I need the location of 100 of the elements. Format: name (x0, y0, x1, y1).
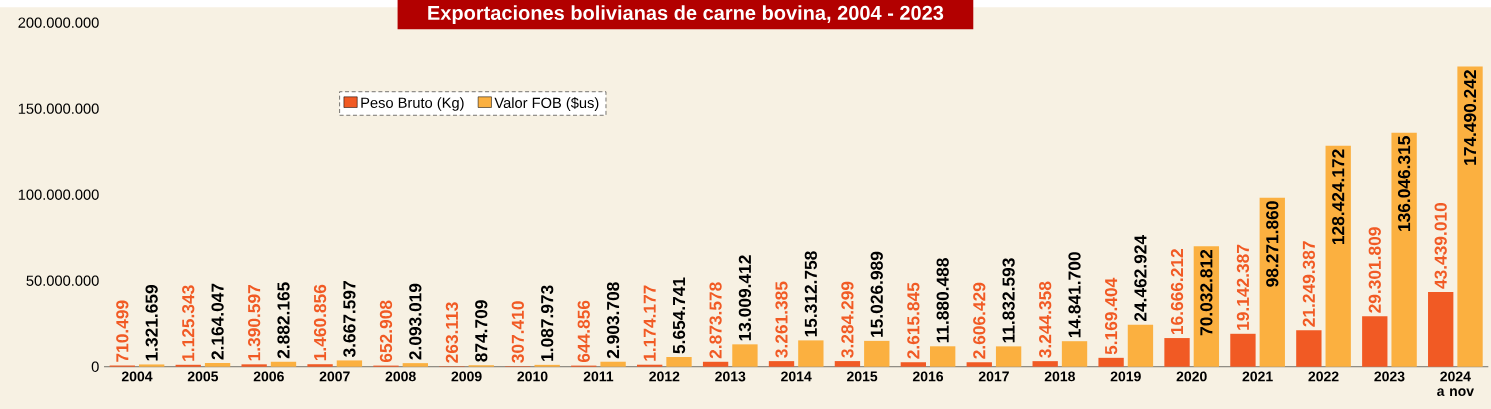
bar (798, 340, 824, 367)
bar (966, 362, 992, 367)
bar (1457, 66, 1483, 367)
data-label: 2.615.845 (907, 282, 920, 359)
data-label: 70.032.812 (1200, 249, 1213, 335)
bar (732, 344, 758, 367)
data-label: 13.009.412 (738, 255, 752, 341)
x-tick-label: 2020 (1176, 371, 1207, 382)
bar (241, 364, 267, 367)
x-tick-label: 2016 (912, 371, 944, 382)
x-tick-label: 2010 (517, 371, 548, 382)
bar (270, 361, 297, 367)
bar (768, 360, 795, 367)
bar (1296, 329, 1322, 367)
bar (1325, 145, 1351, 367)
x-tick-label: 2004 (121, 371, 153, 382)
bar (1230, 333, 1256, 367)
x-tick-label: 2019 (1110, 371, 1141, 382)
data-label: 29.301.809 (1368, 227, 1381, 313)
data-label: 24.462.924 (1134, 234, 1147, 321)
x-tick-label: 2023 (1374, 371, 1405, 382)
bar (204, 362, 231, 367)
data-label: 5.654.741 (672, 277, 686, 354)
y-tick-label: 100.000.000 (18, 189, 99, 200)
data-label: 2.606.429 (973, 282, 986, 359)
data-label: 21.249.387 (1302, 241, 1316, 327)
bar (900, 362, 927, 367)
bar (637, 364, 663, 367)
data-label: 2.873.578 (709, 282, 722, 359)
data-label: 652.908 (379, 300, 393, 362)
x-tick-label: 2021 (1242, 371, 1273, 382)
bar (600, 361, 626, 367)
bar (1061, 340, 1088, 367)
x-tick-label: 2012 (649, 371, 680, 382)
x-tick-label: 2011 (583, 371, 614, 382)
data-label: 874.709 (475, 300, 488, 362)
x-tick-label: 2017 (978, 371, 1009, 382)
bar (1391, 132, 1417, 367)
data-label: 3.284.299 (841, 281, 854, 358)
x-tick-label: 2006 (253, 371, 284, 382)
data-label: 2.093.019 (409, 283, 422, 360)
bar (702, 361, 729, 367)
y-tick-label: 0 (91, 361, 99, 372)
x-tick-label: 2024 a nov (1437, 371, 1474, 396)
data-label: 1.174.177 (643, 285, 656, 361)
bar (402, 362, 428, 367)
data-label: 128.424.172 (1332, 149, 1345, 244)
data-label: 3.667.597 (343, 280, 356, 357)
data-label: 15.026.989 (870, 251, 883, 337)
x-tick-label: 2009 (451, 371, 482, 382)
bar (1127, 324, 1154, 367)
bar (336, 360, 363, 367)
data-label: 2.903.708 (606, 282, 620, 358)
bar (1098, 357, 1124, 367)
bar (1164, 337, 1190, 367)
legend-label: Peso Bruto (Kg) (361, 96, 464, 111)
data-label: 263.113 (445, 302, 459, 363)
bar (307, 364, 333, 367)
data-label: 1.390.597 (248, 284, 261, 361)
data-label: 307.410 (511, 301, 524, 363)
data-label: 136.046.315 (1397, 135, 1411, 231)
data-label: 1.087.973 (541, 285, 554, 361)
y-tick-label: 200.000.000 (18, 17, 99, 28)
bar (834, 360, 861, 367)
x-tick-label: 2015 (847, 371, 878, 382)
data-label: 5.169.404 (1104, 277, 1118, 355)
data-label: 1.321.659 (145, 284, 158, 361)
data-label: 3.261.385 (775, 281, 788, 358)
bar (1428, 291, 1454, 367)
data-label: 11.832.593 (1002, 258, 1015, 343)
data-label: 3.244.358 (1039, 281, 1052, 358)
data-label: 2.882.165 (277, 282, 290, 359)
data-label: 1.125.343 (182, 285, 195, 361)
data-label: 43.439.010 (1434, 202, 1447, 289)
data-label: 2.164.047 (211, 283, 224, 360)
data-label: 19.142.387 (1236, 244, 1250, 330)
chart-title: Exportaciones bolivianas de carne bovina, 2004 - 2023 (428, 5, 944, 24)
x-tick-label: 2005 (187, 371, 219, 382)
data-label: 11.880.488 (936, 257, 949, 343)
legend-label: Valor FOB ($us) (494, 96, 599, 111)
x-tick-label: 2022 (1308, 371, 1339, 382)
y-tick-label: 50.000.000 (26, 275, 99, 286)
x-tick-label: 2018 (1044, 371, 1075, 382)
bar (864, 340, 890, 367)
data-label: 98.271.860 (1266, 201, 1279, 287)
y-tick-label: 150.000.000 (18, 103, 99, 114)
data-label: 1.460.856 (313, 284, 327, 360)
x-tick-label: 2007 (319, 371, 350, 382)
data-label: 174.490.242 (1463, 69, 1477, 165)
data-label: 710.499 (116, 300, 129, 362)
data-label: 14.841.700 (1068, 252, 1081, 337)
data-label: 644.856 (577, 300, 590, 362)
data-label: 16.666.212 (1170, 248, 1184, 334)
x-tick-label: 2013 (715, 371, 746, 382)
bar (666, 356, 692, 367)
bar (1362, 316, 1388, 367)
bar (930, 346, 956, 367)
bar (995, 346, 1022, 367)
x-tick-label: 2008 (385, 371, 416, 382)
bar (1032, 360, 1058, 367)
